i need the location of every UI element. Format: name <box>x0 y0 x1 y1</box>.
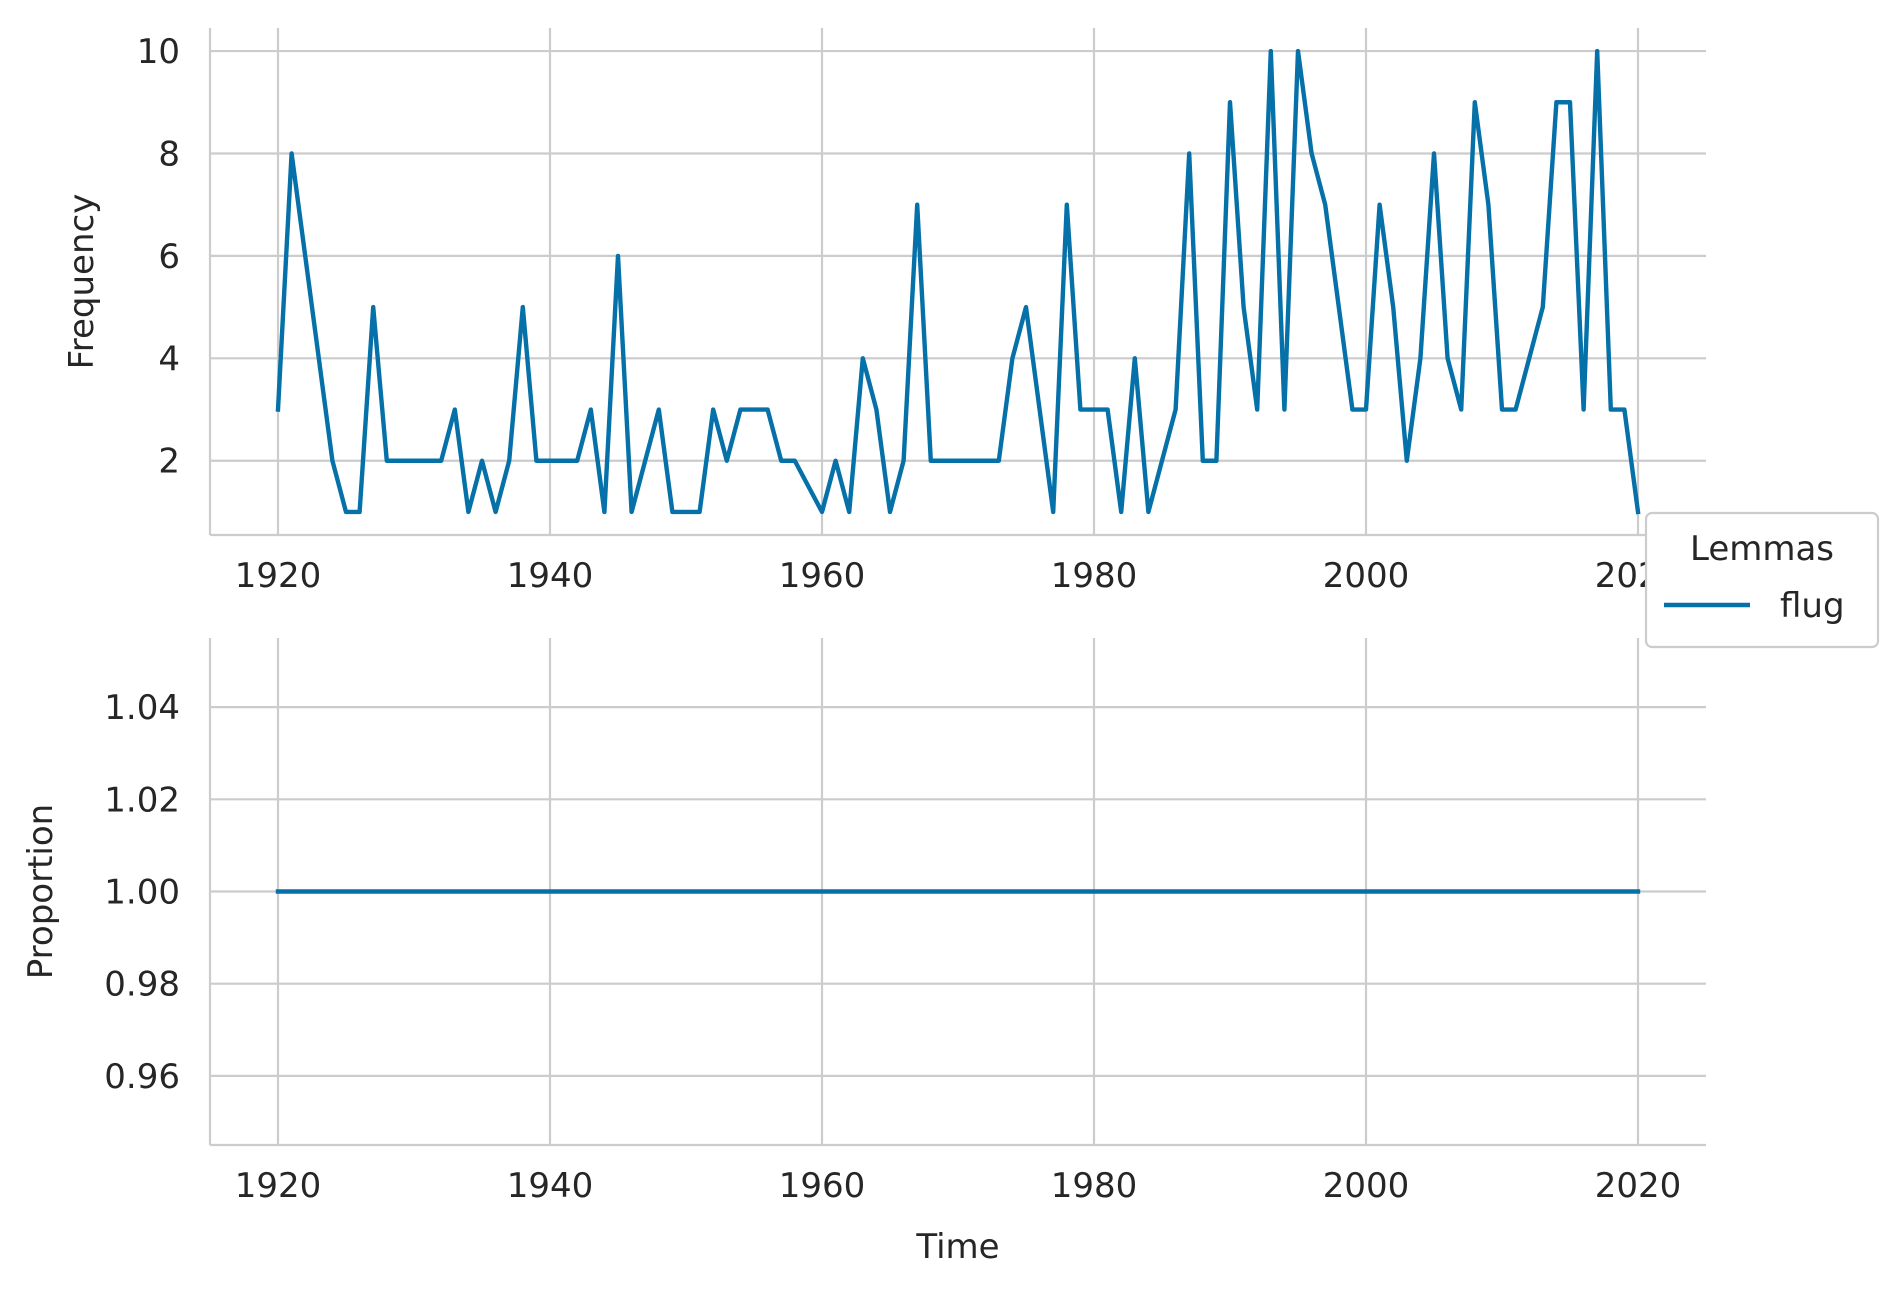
legend-title: Lemmas <box>1690 529 1834 569</box>
legend-entry-flug: flug <box>1780 586 1845 626</box>
prop-y-tick-label: 0.96 <box>104 1057 180 1097</box>
freq-y-tick-label: 8 <box>158 134 180 174</box>
prop-y-axis-label: Proportion <box>21 804 61 979</box>
prop-y-tick-label: 1.02 <box>104 780 180 820</box>
prop-x-axis-label: Time <box>915 1227 999 1267</box>
prop-x-tick-label: 2000 <box>1323 1166 1410 1206</box>
freq-y-tick-label: 10 <box>137 32 180 72</box>
prop-x-tick-label: 2020 <box>1595 1166 1682 1206</box>
prop-y-tick-label: 0.98 <box>104 965 180 1005</box>
freq-x-tick-label: 1940 <box>507 556 594 596</box>
freq-x-tick-label: 2000 <box>1323 556 1410 596</box>
freq-x-tick-label: 1920 <box>235 556 322 596</box>
freq-x-tick-label: 1960 <box>779 556 866 596</box>
freq-series-line-flug <box>275 48 1641 515</box>
prop-y-tick-label: 1.04 <box>104 688 180 728</box>
freq-y-tick-label: 2 <box>158 442 180 482</box>
prop-x-tick-label: 1940 <box>507 1166 594 1206</box>
freq-y-tick-label: 4 <box>158 339 180 379</box>
freq-x-tick-label: 1980 <box>1051 556 1138 596</box>
prop-x-tick-label: 1920 <box>235 1166 322 1206</box>
prop-x-tick-label: 1980 <box>1051 1166 1138 1206</box>
legend: Lemmas flug <box>1644 511 1880 649</box>
prop-x-tick-label: 1960 <box>779 1166 866 1206</box>
proportion-panel: 1920 1940 1960 1980 2000 2020 0.96 0.98 1.00 1.02… <box>21 638 1706 1267</box>
legend-frame <box>1644 511 1880 649</box>
freq-y-tick-label: 6 <box>158 237 180 277</box>
freq-y-axis-label: Frequency <box>62 194 102 370</box>
prop-y-tick-label: 1.00 <box>104 873 180 913</box>
